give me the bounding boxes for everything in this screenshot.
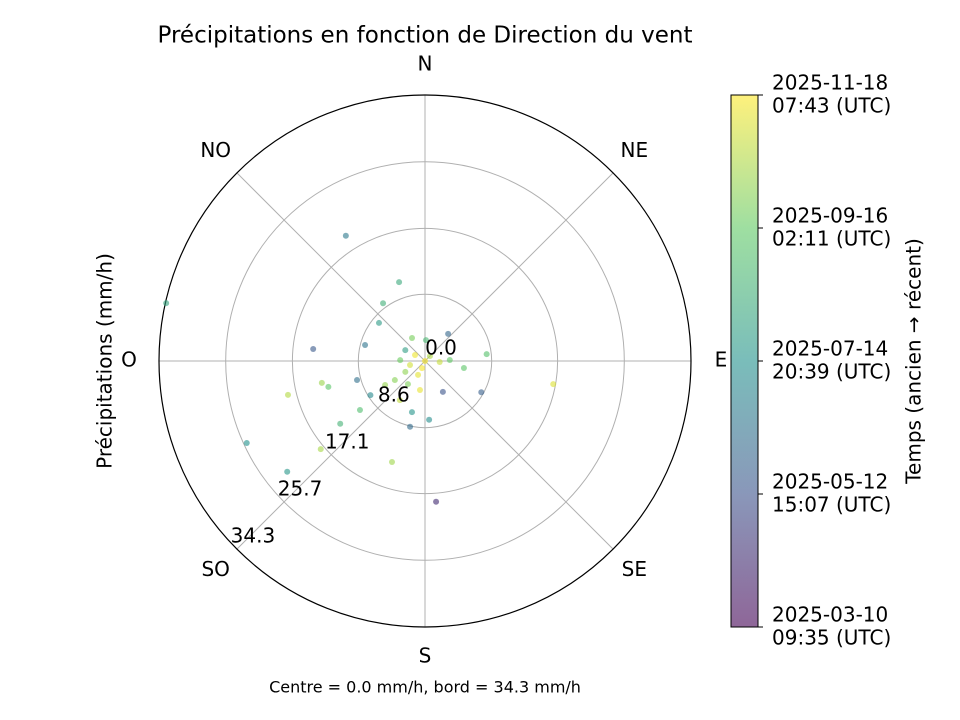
point [402, 368, 409, 375]
point [380, 300, 387, 307]
axis-labels: N NE E SE S SO O NO 0.0 8.6 17.125.734.3 [121, 52, 727, 668]
colorbar-tick-label: 15:07 (UTC) [772, 493, 891, 517]
ring-grid-line [225, 161, 625, 561]
point [407, 362, 414, 369]
theta-tick-label: SO [201, 557, 229, 581]
colorbar-tick-label: 02:11 (UTC) [772, 227, 891, 251]
point [388, 458, 395, 465]
colorbar-tick-label: 20:39 (UTC) [772, 360, 891, 384]
point [367, 392, 374, 399]
point [391, 377, 398, 384]
point [318, 379, 325, 386]
r-tick-label: 0.0 [425, 336, 457, 360]
theta-tick-label: O [121, 348, 137, 372]
r-tick-label: 8.6 [378, 383, 410, 407]
point [418, 365, 425, 372]
points [163, 232, 557, 505]
theta-tick-label: E [715, 348, 728, 372]
colorbar-tick-label: 2025-07-14 [772, 337, 888, 361]
colorbar-tick-label: 2025-09-16 [772, 204, 888, 228]
ring-grid-line [291, 227, 559, 495]
point [439, 388, 446, 395]
point [426, 353, 433, 360]
theta-tick-label: NO [200, 138, 231, 162]
outer-circle [158, 94, 692, 628]
theta-tick-label: SE [622, 557, 647, 581]
point [356, 407, 363, 414]
y-axis-label: Précipitations (mm/h) [93, 253, 117, 469]
point [408, 409, 415, 416]
point [317, 446, 324, 453]
point [409, 335, 416, 342]
point [433, 498, 440, 505]
r-tick-label: 34.3 [231, 524, 276, 548]
theta-tick-label: N [418, 52, 433, 76]
point [310, 346, 317, 353]
colorbar-tick-label: 2025-03-10 [772, 603, 888, 627]
chart-title: Précipitations en fonction de Direction … [158, 23, 693, 49]
point [396, 279, 403, 286]
point [163, 300, 170, 307]
point [460, 365, 467, 372]
colorbar-label: Temps (ancien → récent) [902, 238, 926, 485]
r-tick-label: 25.7 [278, 476, 323, 500]
colorbar-tick-label: 2025-05-12 [772, 470, 888, 494]
theta-tick-label: S [419, 644, 432, 668]
point [243, 439, 250, 446]
point [362, 341, 369, 348]
point [397, 357, 404, 364]
point [404, 381, 411, 388]
point [382, 381, 389, 388]
colorbar-tick-label: 09:35 (UTC) [772, 626, 891, 650]
point [436, 359, 443, 366]
point [354, 376, 361, 383]
colorbar-fill [730, 94, 759, 628]
point [337, 420, 344, 427]
point [426, 416, 433, 423]
caption: Centre = 0.0 mm/h, bord = 34.3 mm/h [269, 678, 581, 697]
point [422, 337, 429, 344]
point [446, 357, 453, 364]
polar-grid [158, 94, 692, 628]
point [402, 347, 409, 354]
point [445, 330, 452, 337]
theta-tick-label: NE [620, 138, 648, 162]
point [550, 381, 557, 388]
point [284, 468, 291, 475]
point [416, 387, 423, 394]
point [325, 383, 332, 390]
ring-grid-line [357, 293, 493, 429]
colorbar-tick-label: 2025-11-18 [772, 71, 888, 95]
point [422, 358, 428, 364]
r-tick-label: 17.1 [325, 429, 370, 453]
point [342, 232, 349, 239]
colorbar-tick-label: 07:43 (UTC) [772, 94, 891, 118]
point [412, 352, 419, 359]
point [407, 423, 414, 430]
point [396, 397, 403, 404]
point [483, 351, 490, 358]
point [415, 371, 422, 378]
point [375, 319, 382, 326]
point [284, 391, 291, 398]
point [478, 389, 485, 396]
